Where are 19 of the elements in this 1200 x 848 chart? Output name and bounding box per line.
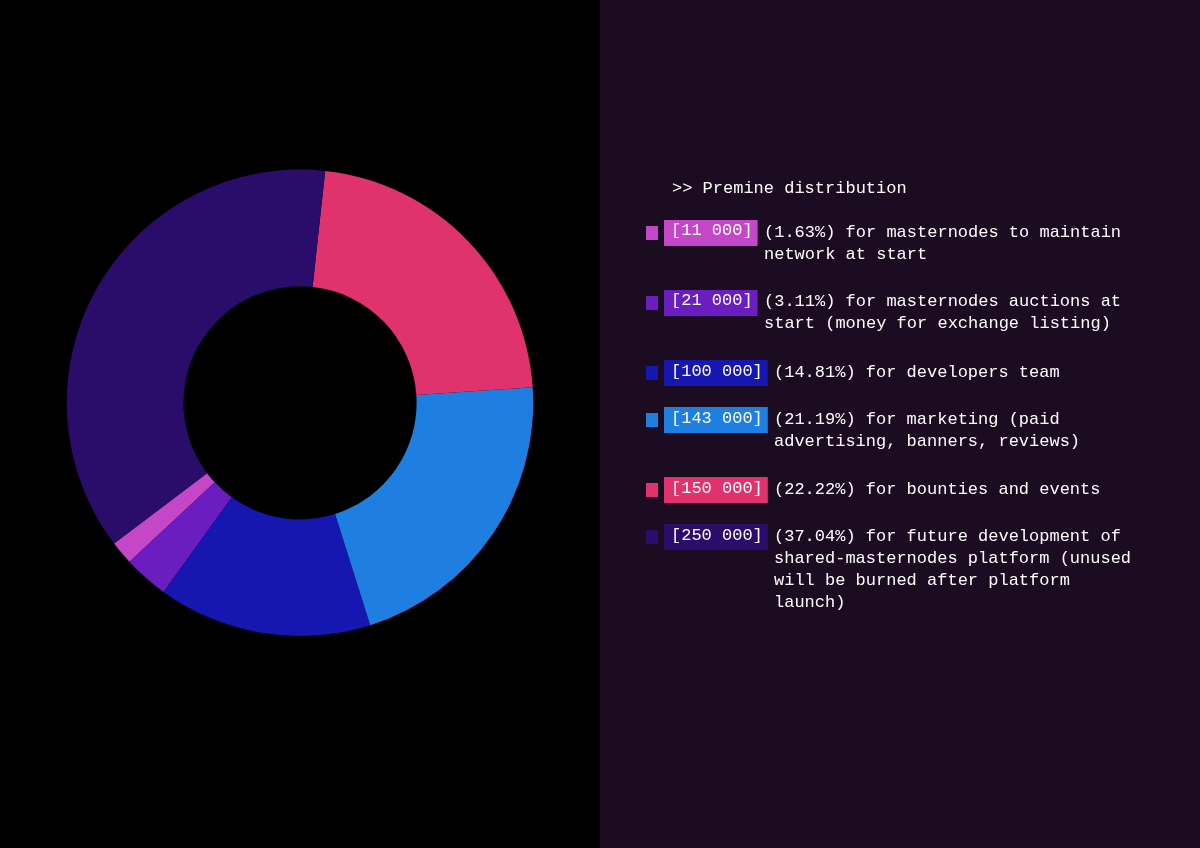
legend-label: [150 000]: [671, 479, 763, 498]
text: >> Premine distribution: [672, 179, 907, 198]
text: (37.04%) for future development of shared-masternodes platform (unused will be burned after platform launch): [774, 527, 1132, 613]
legend-label: [11 000]: [671, 221, 753, 240]
text: (14.81%) for developers team: [774, 363, 1060, 382]
legend-label: [21 000]: [671, 291, 753, 310]
legend-label: [143 000]: [671, 409, 763, 428]
donut-slice: [163, 497, 371, 636]
text: (21.19%) for marketing (paid advertising, banners, reviews): [774, 410, 1081, 452]
text: (1.63%) for masternodes to maintain network at start: [764, 223, 1122, 265]
text: (22.22%) for bounties and events: [774, 480, 1101, 499]
text: (3.11%) for masternodes auctions at start (money for exchange listing): [764, 292, 1122, 334]
donut-slice: [114, 473, 215, 562]
donut-slice: [312, 170, 533, 396]
legend-label: [100 000]: [671, 362, 763, 381]
donut-slice: [129, 482, 232, 592]
donut-slice: [335, 387, 533, 626]
donut-slice: [66, 169, 326, 544]
legend-label: [250 000]: [671, 526, 763, 545]
